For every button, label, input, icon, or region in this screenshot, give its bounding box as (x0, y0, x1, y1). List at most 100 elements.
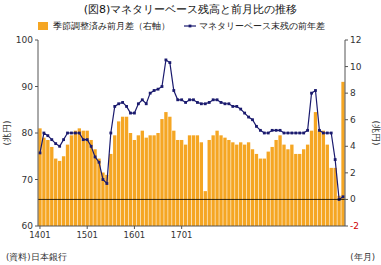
legend-swatch (184, 25, 196, 26)
marker (263, 132, 266, 135)
bar (267, 152, 270, 226)
y-tick (35, 133, 38, 134)
reference-line (38, 199, 345, 200)
bar (50, 147, 53, 226)
marker (62, 138, 65, 141)
bar (290, 145, 293, 226)
bar (74, 131, 77, 226)
x-tick-label: 1401 (29, 230, 51, 240)
bar (38, 128, 41, 226)
bar (223, 138, 226, 226)
y2-axis-label: (兆円) (371, 120, 381, 145)
y2-tick-label: -2 (350, 221, 359, 231)
marker (306, 129, 309, 132)
y2-tick (345, 199, 348, 200)
plot-area (38, 59, 345, 226)
legend: 季節調整済み前月差（右軸） マネタリーベース末残の前年差 (38, 21, 325, 31)
marker (90, 145, 93, 148)
marker (196, 101, 199, 104)
bar (247, 142, 250, 226)
marker (184, 101, 187, 104)
bar (70, 135, 73, 226)
x-tick (87, 226, 88, 229)
bar (204, 191, 207, 226)
marker (302, 132, 305, 135)
marker (322, 132, 325, 135)
bar (263, 159, 266, 226)
bar (82, 131, 85, 226)
bar (294, 154, 297, 226)
marker (334, 158, 337, 161)
legend-item: マネタリーベース末残の前年差 (184, 21, 325, 31)
marker (259, 129, 262, 132)
marker (102, 178, 105, 181)
marker (149, 92, 152, 95)
bar (66, 145, 69, 226)
marker (58, 145, 61, 148)
marker (290, 132, 293, 135)
marker (165, 59, 168, 62)
marker (78, 132, 81, 135)
marker (188, 98, 191, 101)
marker (98, 161, 101, 164)
line-series (39, 59, 345, 201)
x-tick (134, 226, 135, 229)
marker (137, 102, 140, 105)
bar (176, 140, 179, 226)
bar (341, 82, 344, 226)
bar (156, 133, 159, 226)
bar (113, 135, 116, 226)
marker (227, 102, 230, 105)
bar (196, 135, 199, 226)
title: (図8)マネタリーベース残高と前月比の推移 (84, 3, 298, 16)
y2-tick (345, 172, 348, 173)
x-axis-label: (年月) (350, 252, 375, 262)
bar (121, 117, 124, 226)
marker (157, 88, 160, 91)
y-tick (35, 179, 38, 180)
bar (219, 135, 222, 226)
marker (220, 101, 223, 104)
bar (318, 131, 321, 226)
marker (314, 89, 317, 92)
bar (239, 142, 242, 226)
marker (192, 98, 195, 101)
marker (243, 112, 246, 115)
bar (227, 140, 230, 226)
marker (168, 61, 171, 64)
bar (117, 121, 120, 226)
marker (267, 132, 270, 135)
marker (153, 89, 156, 92)
marker (66, 132, 69, 135)
y2-tick-label: 8 (350, 88, 356, 98)
y-tick-label: 100 (16, 35, 33, 45)
marker (39, 152, 42, 155)
bar (243, 145, 246, 226)
marker (43, 132, 46, 135)
bar (259, 159, 262, 226)
marker (70, 132, 73, 135)
y2-tick-label: 12 (350, 35, 361, 45)
marker (54, 142, 57, 145)
marker (180, 98, 183, 101)
bar (271, 147, 274, 226)
legend-label: 季節調整済み前月差（右軸） (53, 21, 170, 31)
bar (200, 142, 203, 226)
bar (89, 140, 92, 226)
bar-series (38, 82, 344, 226)
marker (342, 195, 345, 198)
y-tick-label: 80 (22, 128, 34, 138)
marker (235, 105, 238, 108)
y2-axis-line (345, 40, 346, 226)
bar (46, 140, 49, 226)
marker (287, 132, 290, 135)
y-tick (35, 226, 38, 227)
marker (176, 98, 179, 101)
y2-tick (345, 40, 348, 41)
marker (109, 132, 112, 135)
bar (326, 145, 329, 226)
marker (82, 138, 85, 141)
marker (200, 102, 203, 105)
marker (224, 102, 227, 105)
marker (117, 102, 120, 105)
